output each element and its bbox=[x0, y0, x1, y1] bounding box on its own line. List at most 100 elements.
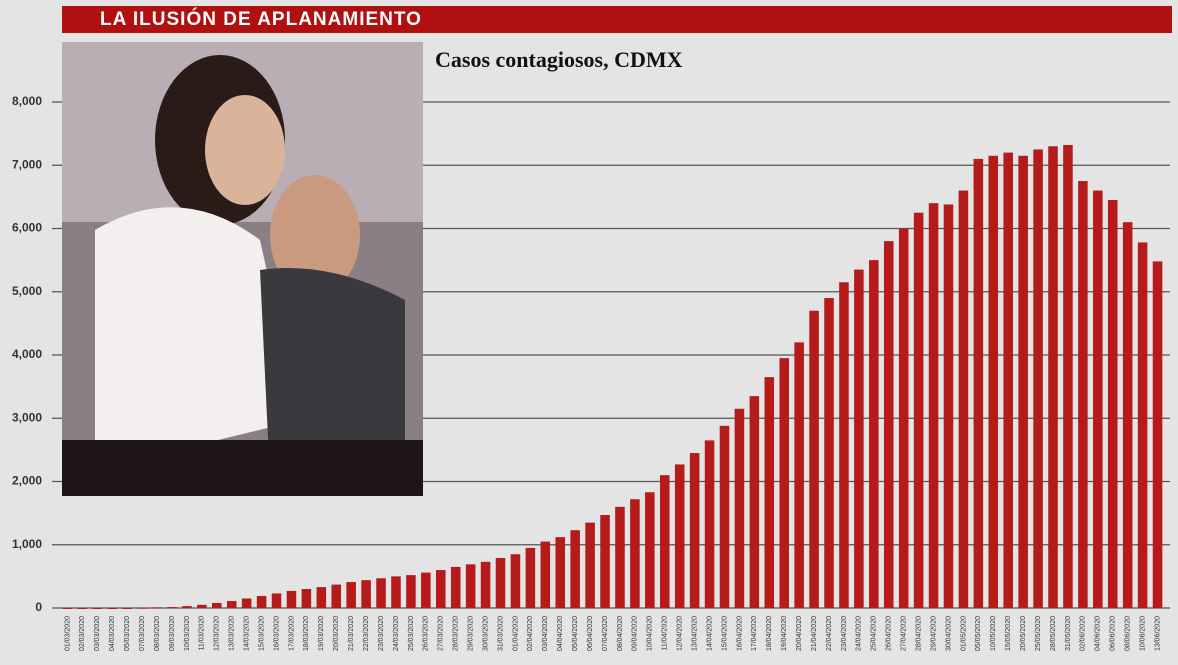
bar bbox=[93, 608, 103, 609]
x-tick-label: 11/03/2020 bbox=[199, 616, 206, 651]
x-tick-label: 30/03/2020 bbox=[482, 616, 489, 651]
bar bbox=[585, 523, 595, 608]
x-tick-label: 13/06/2020 bbox=[1154, 616, 1161, 651]
x-tick-label: 26/03/2020 bbox=[423, 616, 430, 651]
bar bbox=[1138, 242, 1148, 608]
bar bbox=[1033, 149, 1043, 608]
x-tick-label: 30/04/2020 bbox=[945, 616, 952, 651]
x-tick-label: 19/03/2020 bbox=[318, 616, 325, 651]
bar bbox=[1063, 145, 1073, 608]
x-tick-label: 22/04/2020 bbox=[826, 616, 833, 651]
bar bbox=[182, 606, 192, 608]
x-tick-label: 04/03/2020 bbox=[109, 616, 116, 651]
bar bbox=[481, 562, 491, 608]
x-tick-label: 26/04/2020 bbox=[886, 616, 893, 651]
bar bbox=[302, 589, 312, 608]
bar bbox=[451, 567, 461, 608]
x-tick-label: 24/04/2020 bbox=[856, 616, 863, 651]
bar bbox=[854, 270, 864, 608]
bar bbox=[988, 156, 998, 608]
x-tick-label: 25/03/2020 bbox=[408, 616, 415, 651]
x-tick-label: 04/04/2020 bbox=[557, 616, 564, 651]
x-tick-label: 16/04/2020 bbox=[736, 616, 743, 651]
x-tick-label: 06/06/2020 bbox=[1110, 616, 1117, 651]
bar bbox=[944, 204, 954, 608]
bar bbox=[600, 515, 610, 608]
x-tick-label: 23/04/2020 bbox=[841, 616, 848, 651]
x-tick-label: 01/04/2020 bbox=[512, 616, 519, 651]
bar bbox=[167, 607, 177, 608]
bar bbox=[630, 499, 640, 608]
x-tick-label: 14/03/2020 bbox=[243, 616, 250, 651]
x-tick-label: 19/04/2020 bbox=[781, 616, 788, 651]
bar bbox=[779, 358, 789, 608]
x-tick-label: 10/05/2020 bbox=[990, 616, 997, 651]
bar bbox=[331, 585, 341, 608]
bar bbox=[750, 396, 760, 608]
x-tick-label: 23/03/2020 bbox=[378, 616, 385, 651]
bar bbox=[1018, 156, 1028, 608]
bar bbox=[720, 426, 730, 608]
header-title: LA ILUSIÓN DE APLANAMIENTO bbox=[100, 8, 422, 30]
x-tick-label: 20/03/2020 bbox=[333, 616, 340, 651]
y-tick-label: 8,000 bbox=[12, 94, 42, 108]
x-tick-label: 28/03/2020 bbox=[453, 616, 460, 651]
x-tick-label: 28/04/2020 bbox=[915, 616, 922, 651]
bar bbox=[914, 213, 924, 608]
x-tick-label: 07/03/2020 bbox=[139, 616, 146, 651]
x-tick-label: 22/03/2020 bbox=[363, 616, 370, 651]
bar bbox=[615, 507, 625, 608]
x-tick-label: 16/03/2020 bbox=[273, 616, 280, 651]
x-tick-label: 03/04/2020 bbox=[542, 616, 549, 651]
photo-face bbox=[205, 95, 285, 205]
bar bbox=[376, 578, 386, 608]
x-tick-label: 15/04/2020 bbox=[721, 616, 728, 651]
bar bbox=[287, 591, 297, 608]
bar bbox=[152, 607, 162, 608]
bar bbox=[929, 203, 939, 608]
bar bbox=[107, 608, 117, 609]
x-tick-label: 05/03/2020 bbox=[124, 616, 131, 651]
y-tick-label: 2,000 bbox=[12, 474, 42, 488]
x-tick-label: 06/04/2020 bbox=[587, 616, 594, 651]
bar bbox=[839, 282, 849, 608]
y-tick-label: 0 bbox=[35, 600, 42, 614]
bar bbox=[690, 453, 700, 608]
y-tick-label: 1,000 bbox=[12, 537, 42, 551]
bar bbox=[197, 605, 207, 608]
x-tick-label: 05/05/2020 bbox=[975, 616, 982, 651]
bar bbox=[555, 537, 565, 608]
x-tick-label: 20/05/2020 bbox=[1020, 616, 1027, 651]
x-tick-label: 25/05/2020 bbox=[1035, 616, 1042, 651]
x-tick-label: 15/03/2020 bbox=[258, 616, 265, 651]
bar bbox=[526, 548, 536, 608]
bar bbox=[974, 159, 984, 608]
bar bbox=[1108, 200, 1118, 608]
x-tick-label: 09/04/2020 bbox=[632, 616, 639, 651]
x-tick-label: 12/03/2020 bbox=[214, 616, 221, 651]
x-tick-label: 29/03/2020 bbox=[467, 616, 474, 651]
x-tick-label: 02/04/2020 bbox=[527, 616, 534, 651]
photo-bottom bbox=[62, 440, 423, 496]
bar bbox=[242, 599, 252, 608]
bar bbox=[257, 596, 267, 608]
bar bbox=[436, 570, 446, 608]
bar bbox=[421, 573, 431, 608]
x-tick-label: 09/03/2020 bbox=[169, 616, 176, 651]
x-tick-label: 08/03/2020 bbox=[154, 616, 161, 651]
x-tick-label: 07/04/2020 bbox=[602, 616, 609, 651]
x-tick-label: 29/04/2020 bbox=[930, 616, 937, 651]
bar bbox=[1003, 153, 1013, 608]
chart: LA ILUSIÓN DE APLANAMIENTO Casos contagi… bbox=[0, 0, 1178, 665]
bar bbox=[63, 608, 73, 609]
bar bbox=[466, 564, 476, 608]
bar bbox=[1123, 222, 1133, 608]
bar bbox=[78, 608, 88, 609]
bar bbox=[227, 601, 237, 608]
x-tick-label: 04/06/2020 bbox=[1095, 616, 1102, 651]
x-tick-label: 31/03/2020 bbox=[497, 616, 504, 651]
bar bbox=[1093, 191, 1103, 608]
photo bbox=[62, 42, 423, 496]
bar bbox=[511, 554, 521, 608]
x-tick-label: 02/03/2020 bbox=[79, 616, 86, 651]
